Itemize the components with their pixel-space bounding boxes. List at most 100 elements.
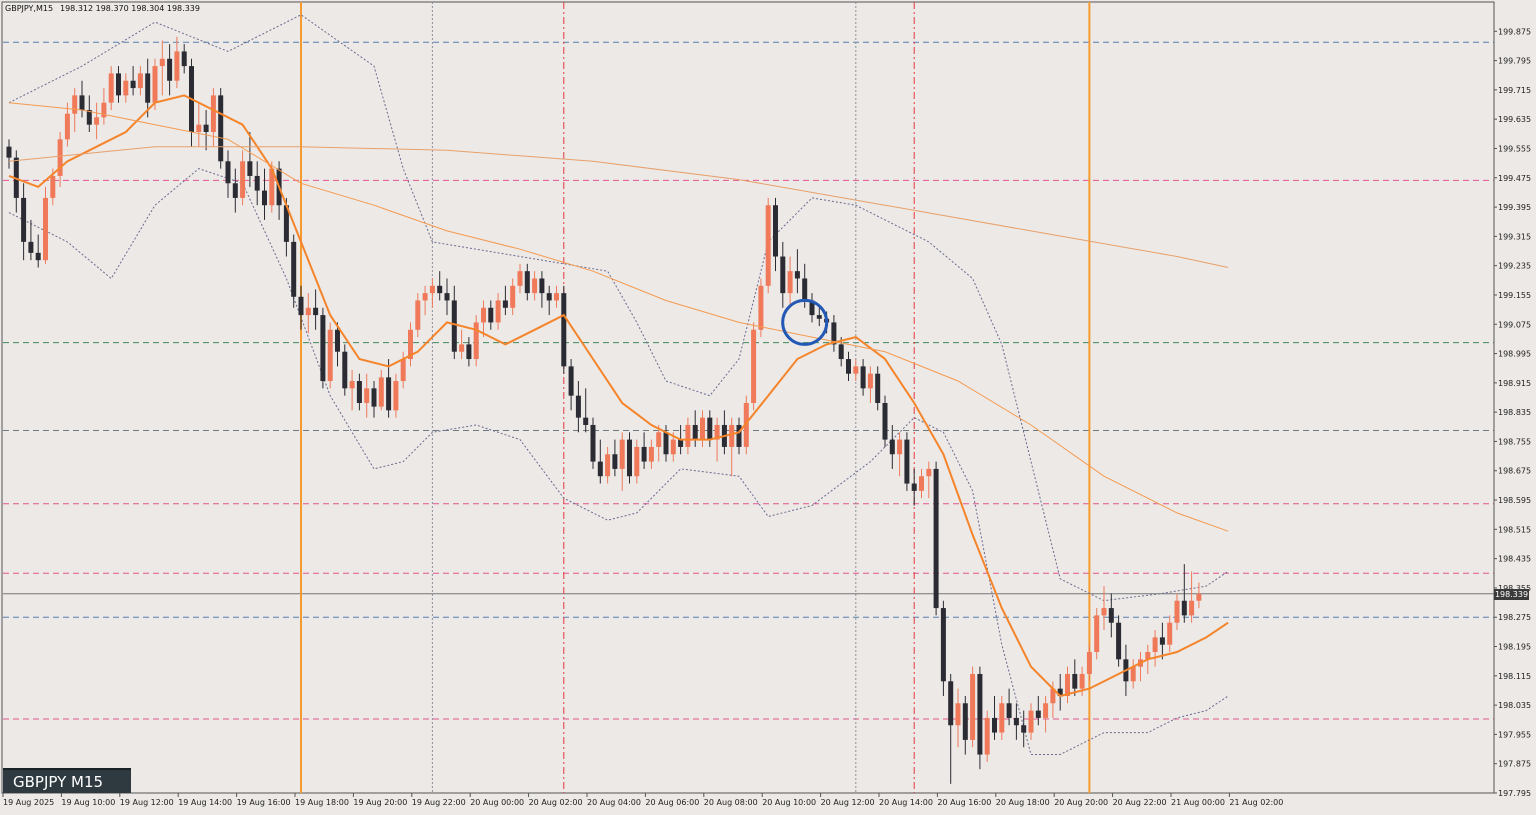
candle-body	[751, 329, 757, 403]
candle-64	[473, 315, 479, 367]
candle-body	[444, 293, 450, 301]
candle-body	[1130, 666, 1136, 682]
candle-32	[240, 150, 246, 206]
moving-average-0	[8, 94, 1229, 698]
candle-123	[904, 432, 910, 491]
candle-body	[940, 608, 946, 682]
candle-body	[152, 66, 158, 103]
candle-28	[210, 88, 216, 147]
candle-51	[378, 370, 384, 411]
candle-body	[313, 307, 319, 316]
price-tick-label: 199.155	[1498, 291, 1531, 300]
price-tick-label: 197.955	[1498, 730, 1531, 739]
candle-88	[648, 439, 654, 469]
candle-23	[174, 36, 180, 89]
candle-83	[612, 439, 618, 477]
candle-body	[597, 461, 603, 477]
candle-16	[123, 73, 129, 103]
candle-body	[1006, 703, 1012, 718]
candle-10	[79, 80, 85, 118]
candle-72	[532, 271, 538, 301]
price-tick-label: 198.835	[1498, 408, 1531, 417]
candle-body	[364, 388, 370, 403]
candle-body	[911, 483, 917, 491]
candle-body	[1101, 608, 1107, 616]
candle-144	[1057, 673, 1063, 711]
time-tick-label: 20 Aug 18:00	[996, 798, 1050, 807]
candle-121	[889, 424, 895, 469]
candle-40	[298, 285, 304, 330]
candle-151	[1108, 593, 1114, 638]
candle-50	[371, 381, 377, 418]
candle-130	[955, 688, 961, 748]
candle-body	[393, 381, 399, 411]
candle-22	[167, 44, 173, 96]
candle-body	[1094, 615, 1100, 653]
candle-body	[678, 439, 684, 447]
candle-89	[656, 424, 662, 462]
candle-body	[247, 161, 253, 176]
candle-body	[977, 673, 983, 755]
candle-body	[218, 95, 224, 162]
candle-11	[86, 95, 92, 133]
price-tick-label: 199.315	[1498, 232, 1531, 241]
candle-body	[867, 373, 873, 389]
candle-body	[984, 717, 990, 755]
candle-body	[356, 381, 362, 403]
candle-33	[247, 132, 253, 187]
candle-body	[123, 80, 129, 96]
candle-141	[1035, 695, 1041, 726]
candle-body	[882, 402, 888, 440]
candle-body	[809, 300, 815, 316]
candles	[6, 36, 1202, 784]
candle-93	[685, 417, 691, 455]
candle-body	[517, 271, 523, 286]
candle-94	[692, 410, 698, 447]
candle-3	[28, 219, 34, 261]
candle-26	[196, 102, 202, 147]
candle-155	[1138, 652, 1143, 682]
chart-header-ohlc: 198.312 198.370 198.304 198.339	[60, 4, 200, 13]
candle-body	[437, 285, 443, 294]
candle-59	[437, 271, 443, 301]
candle-body	[130, 80, 136, 89]
candle-0	[6, 139, 12, 169]
candle-163	[1196, 582, 1202, 609]
bollinger-band-1	[8, 168, 1229, 755]
candle-19	[145, 58, 151, 118]
candle-41	[305, 293, 311, 334]
candle-116	[853, 359, 859, 382]
price-tick-label: 199.715	[1498, 86, 1531, 95]
candle-110	[809, 293, 815, 323]
candle-24	[181, 44, 187, 74]
candle-body	[298, 296, 304, 316]
candle-body	[108, 73, 114, 103]
candle-95	[700, 410, 705, 447]
candle-62	[459, 329, 465, 360]
candle-148	[1086, 644, 1092, 682]
time-tick-label: 19 Aug 22:00	[412, 798, 466, 807]
candle-body	[422, 293, 428, 301]
candle-35	[262, 168, 267, 220]
price-tick-label: 198.915	[1498, 379, 1531, 388]
candle-body	[970, 673, 976, 740]
price-tick-label: 199.635	[1498, 115, 1531, 124]
candle-70	[517, 263, 523, 294]
candle-18	[137, 66, 143, 96]
candle-body	[948, 681, 954, 726]
candle-55	[408, 322, 413, 367]
candle-body	[408, 329, 413, 360]
candle-29	[218, 88, 224, 169]
bollinger-bands	[8, 14, 1229, 755]
candle-61	[451, 285, 457, 360]
candle-5	[43, 186, 48, 264]
candle-body	[838, 344, 844, 360]
candle-body	[320, 315, 326, 382]
price-tick-label: 197.795	[1498, 789, 1531, 798]
candle-67	[495, 293, 501, 330]
time-tick-label: 19 Aug 14:00	[178, 798, 232, 807]
candle-body	[50, 175, 56, 198]
chart-header-symbol: GBPJPY,M15	[5, 4, 53, 13]
